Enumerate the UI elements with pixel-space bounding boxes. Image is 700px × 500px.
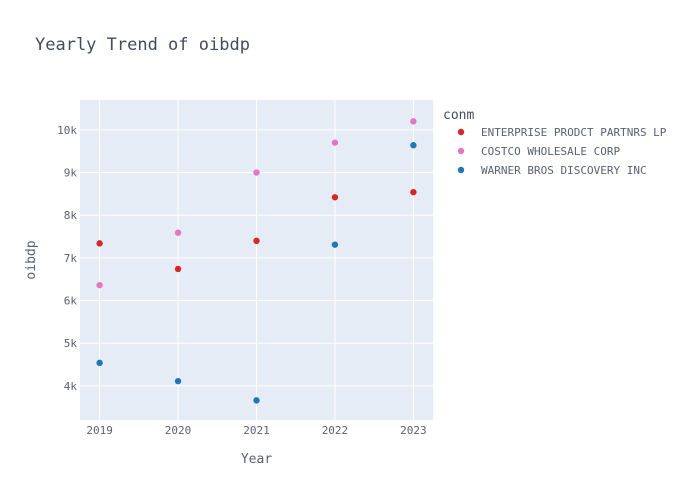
data-point <box>96 240 103 247</box>
x-tick-label: 2023 <box>400 424 427 437</box>
data-point <box>410 188 417 196</box>
legend-marker <box>457 128 465 136</box>
legend-marker <box>457 147 465 155</box>
x-axis-ticks: 2019 2020 2021 2022 2023 <box>86 424 426 437</box>
y-tick-label: 7k <box>64 252 78 265</box>
x-tick-label: 2019 <box>86 424 113 437</box>
data-point <box>96 281 103 289</box>
data-point <box>174 229 182 236</box>
y-axis-ticks: 4k 5k 6k 7k 8k 9k 10k <box>57 124 77 393</box>
y-axis-title: oibdp <box>24 240 39 279</box>
y-tick-label: 5k <box>64 337 78 350</box>
data-point <box>331 139 339 146</box>
data-point <box>174 377 182 385</box>
data-points <box>96 118 417 404</box>
x-tick-label: 2022 <box>322 424 349 437</box>
data-point <box>253 169 260 176</box>
x-tick-label: 2020 <box>165 424 192 437</box>
x-tick-label: 2021 <box>243 424 270 437</box>
y-tick-label: 9k <box>64 167 78 180</box>
y-tick-label: 10k <box>57 124 77 137</box>
legend-label: ENTERPRISE PRODCT PARTNRS LP <box>481 126 667 139</box>
data-point <box>253 397 260 404</box>
data-point <box>331 241 339 248</box>
data-point <box>174 265 182 273</box>
y-tick-label: 6k <box>64 295 78 308</box>
data-point <box>96 359 103 367</box>
legend-label: WARNER BROS DISCOVERY INC <box>481 164 647 177</box>
data-point <box>253 237 260 244</box>
legend: conm ENTERPRISE PRODCT PARTNRS LP COSTCO … <box>443 108 667 177</box>
data-point <box>410 118 417 125</box>
data-point <box>331 194 339 201</box>
y-tick-label: 4k <box>64 380 78 393</box>
legend-title: conm <box>443 108 474 123</box>
x-axis-title: Year <box>241 452 272 467</box>
data-point <box>410 142 417 149</box>
legend-marker <box>457 166 465 174</box>
y-tick-label: 8k <box>64 209 78 222</box>
chart-title: Yearly Trend of oibdp <box>35 35 250 55</box>
legend-label: COSTCO WHOLESALE CORP <box>481 145 620 158</box>
